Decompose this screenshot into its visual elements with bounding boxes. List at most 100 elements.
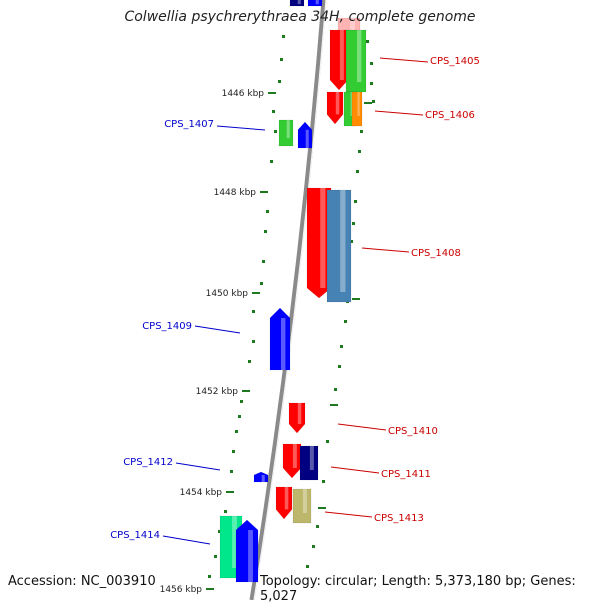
gene-top-navy <box>289 0 305 7</box>
tick-dot <box>282 35 285 38</box>
gene-cps-1413-khaki <box>292 488 312 524</box>
scale-label: 1454 kbp <box>180 488 223 498</box>
tick-dot <box>214 555 217 558</box>
gene-label: CPS_1405 <box>430 56 480 67</box>
tick-dot <box>260 282 263 285</box>
gene-cps-1413-red-highlight <box>284 487 289 510</box>
tick-dot <box>344 320 347 323</box>
gene-cps-1406-red-highlight <box>335 92 340 115</box>
gene-top-navy-highlight <box>297 0 301 5</box>
tick-dot <box>370 62 373 65</box>
tick-dot <box>358 150 361 153</box>
gene-label: CPS_1409 <box>142 321 192 332</box>
gene-cps-1408-red <box>306 187 332 299</box>
gene-cps-1409-blue-highlight <box>281 318 286 370</box>
tick-dot <box>264 230 267 233</box>
tick-dot <box>306 565 309 568</box>
gene-label-leader <box>379 57 429 63</box>
accession-text: Accession: NC_003910 <box>8 574 156 589</box>
gene-label: CPS_1410 <box>388 426 438 437</box>
gene-cps-1412-blue <box>253 471 269 483</box>
scale-label: 1448 kbp <box>214 188 257 198</box>
tick-dot <box>350 240 353 243</box>
tick-dot <box>370 82 373 85</box>
backbone-highlight <box>253 0 327 600</box>
gene-cps-1407-green-highlight <box>286 120 290 139</box>
gene-label: CPS_1412 <box>123 457 173 468</box>
tick-dot <box>272 110 275 113</box>
gene-cps-1406-orange-body <box>351 91 363 127</box>
gene-cps-1407-green-body <box>278 119 294 147</box>
gene-cps-1413-red <box>275 486 293 520</box>
scale-label: 1452 kbp <box>196 387 239 397</box>
gene-cps-1411-navy-highlight <box>309 446 314 470</box>
gene-label-leader <box>324 511 373 518</box>
gene-cps-1411-red-body <box>282 443 302 479</box>
tick-dot <box>354 200 357 203</box>
gene-cps-1408-red-body <box>306 187 332 299</box>
tick-dot <box>366 40 369 43</box>
gene-cps-1414-blue <box>235 519 259 583</box>
scale-label: 1446 kbp <box>222 89 265 99</box>
tick-dot <box>252 340 255 343</box>
gene-cps-1405-green <box>345 29 367 93</box>
gene-cps-1408-steelblue <box>326 189 352 303</box>
gene-cps-1405-red <box>329 29 349 91</box>
gene-label: CPS_1414 <box>110 530 160 541</box>
tick-dot <box>322 480 325 483</box>
tick-dot <box>270 160 273 163</box>
gene-cps-1412-blue-highlight <box>261 475 265 482</box>
gene-cps-1411-red <box>282 443 302 479</box>
gene-label-leader <box>361 247 410 253</box>
gene-cps-1409-blue <box>269 307 291 371</box>
tick-dot <box>238 415 241 418</box>
tick-dot <box>360 130 363 133</box>
gene-cps-1411-navy-body <box>299 445 319 481</box>
gene-label-leader <box>337 423 387 431</box>
gene-cps-1406-orange <box>351 91 363 127</box>
gene-cps-1408-red-highlight <box>320 188 326 288</box>
gene-cps-1406-green-highlight <box>350 92 354 116</box>
gene-top-blue <box>307 0 323 7</box>
tick-dot <box>224 510 227 513</box>
tick-dot <box>316 525 319 528</box>
tick-dot <box>356 170 359 173</box>
tick-dot <box>280 58 283 61</box>
gene-label-leader <box>175 462 221 471</box>
gene-label-leader <box>216 125 266 131</box>
gene-cps-1407-green <box>278 119 294 147</box>
tick-dot <box>248 360 251 363</box>
tick-dot <box>340 345 343 348</box>
gene-top-blue-highlight <box>315 0 319 5</box>
tick-dot <box>266 210 269 213</box>
tick-dot <box>218 530 221 533</box>
gene-cps-1414-blue-body <box>235 519 259 583</box>
gene-label: CPS_1413 <box>374 513 424 524</box>
gene-cps-1411-navy <box>299 445 319 481</box>
tick-dot <box>326 440 329 443</box>
gene-cps-1413-red-body <box>275 486 293 520</box>
gene-cps-1406-orange-highlight <box>357 92 360 116</box>
gene-cps-1405-red-body <box>329 29 349 91</box>
tick-dot <box>252 310 255 313</box>
gene-label: CPS_1407 <box>164 119 214 130</box>
backbone-line <box>249 0 327 600</box>
gene-cps-1405-red-highlight <box>339 30 344 80</box>
gene-label: CPS_1408 <box>411 248 461 259</box>
gene-cps-1411-red-highlight <box>292 444 297 468</box>
gene-label-leader <box>330 466 380 474</box>
gene-top-pink-highlight <box>350 18 355 32</box>
scale-label: 1456 kbp <box>160 585 203 595</box>
tick-dot <box>334 388 337 391</box>
gene-cps-1414-teal-highlight <box>232 516 237 568</box>
gene-cps-1407-blue <box>297 121 313 149</box>
gene-cps-1410-red-highlight <box>297 403 302 424</box>
gene-cps-1405-green-body <box>345 29 367 93</box>
tick-dot <box>352 222 355 225</box>
gene-top-navy-body <box>289 0 305 7</box>
gene-label: CPS_1411 <box>381 469 431 480</box>
tick-dot <box>262 260 265 263</box>
gene-cps-1414-blue-highlight <box>248 530 253 582</box>
gene-cps-1413-khaki-highlight <box>302 489 307 513</box>
tick-dot <box>312 545 315 548</box>
